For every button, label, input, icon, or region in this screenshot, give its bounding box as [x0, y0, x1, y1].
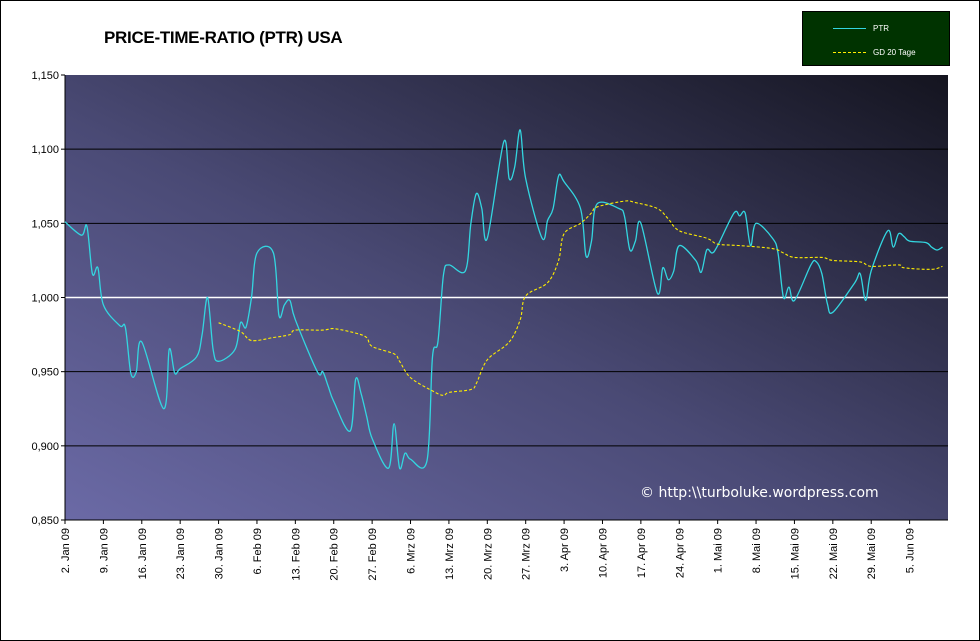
x-tick-label: 30. Jan 09 — [214, 528, 226, 579]
x-tick-label: 13. Mrz 09 — [444, 528, 456, 580]
chart-title: PRICE-TIME-RATIO (PTR) USA — [104, 28, 343, 47]
y-tick-label: 1,100 — [31, 144, 59, 156]
y-tick-label: 1,150 — [31, 70, 59, 82]
legend-label-gd20: GD 20 Tage — [873, 48, 916, 57]
legend-label-ptr: PTR — [873, 24, 889, 33]
y-tick-labels: 0,850 0,900 0,950 1,000 1,050 1,100 1,150 — [31, 70, 59, 527]
y-tick-label: 0,900 — [31, 441, 59, 453]
y-tick-label: 0,950 — [31, 367, 59, 379]
x-tick-label: 15. Mai 09 — [789, 528, 801, 579]
y-tick-label: 0,850 — [31, 515, 59, 527]
x-tick-label: 23. Jan 09 — [175, 528, 187, 579]
x-tick-label: 9. Jan 09 — [98, 528, 110, 573]
x-tick-label: 27. Feb 09 — [367, 528, 379, 581]
gridlines — [61, 74, 948, 521]
x-tick-label: 3. Apr 09 — [559, 528, 571, 572]
y-tick-label: 1,050 — [31, 218, 59, 230]
x-tick-label: 13. Feb 09 — [290, 528, 302, 581]
x-tick-label: 8. Mai 09 — [751, 528, 763, 573]
x-tick-label: 16. Jan 09 — [137, 528, 149, 579]
x-tick-label: 6. Mrz 09 — [406, 528, 418, 574]
series-line-gd20 — [218, 200, 943, 396]
x-tick-label: 27. Mrz 09 — [521, 528, 533, 580]
x-tick-label: 17. Apr 09 — [636, 528, 648, 578]
x-tick-label: 20. Feb 09 — [329, 528, 341, 581]
x-tick-label: 24. Apr 09 — [674, 528, 686, 578]
x-tick-label: 1. Mai 09 — [713, 528, 725, 573]
series-lines — [64, 129, 943, 470]
x-tick-label: 29. Mai 09 — [866, 528, 878, 579]
x-tick-label: 2. Jan 09 — [60, 528, 72, 573]
y-tick-label: 1,000 — [31, 293, 59, 305]
x-tick-label: 10. Apr 09 — [597, 528, 609, 578]
watermark-text: © http:\\turboluke.wordpress.com — [640, 485, 879, 501]
series-line-ptr — [64, 129, 943, 470]
x-tick-label: 22. Mai 09 — [828, 528, 840, 579]
x-tick-label: 6. Feb 09 — [252, 528, 264, 574]
legend-item-ptr: PTR — [803, 22, 949, 36]
x-tick-label: 5. Jun 09 — [905, 528, 917, 573]
x-tick-label: 20. Mrz 09 — [482, 528, 494, 580]
legend-item-gd20: GD 20 Tage — [803, 46, 949, 60]
legend: PTR GD 20 Tage — [802, 11, 950, 66]
legend-swatch-gd20 — [833, 52, 866, 53]
axes — [64, 75, 948, 521]
legend-swatch-ptr — [833, 28, 866, 29]
x-tick-labels: 2. Jan 09 9. Jan 09 16. Jan 09 23. Jan 09 30… — [60, 520, 917, 581]
